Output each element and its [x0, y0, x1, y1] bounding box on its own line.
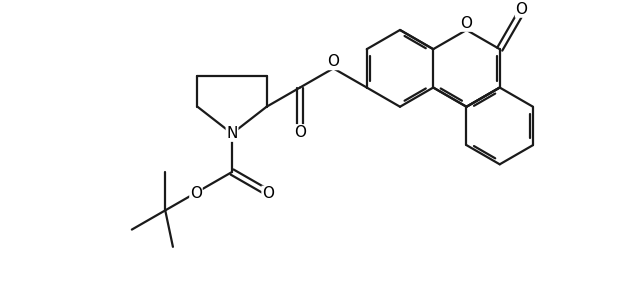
- Text: O: O: [262, 186, 274, 201]
- Text: O: O: [328, 54, 339, 69]
- Text: O: O: [294, 125, 306, 140]
- Text: O: O: [190, 186, 202, 201]
- Text: O: O: [516, 2, 527, 17]
- Text: N: N: [227, 126, 237, 141]
- Text: O: O: [461, 16, 472, 31]
